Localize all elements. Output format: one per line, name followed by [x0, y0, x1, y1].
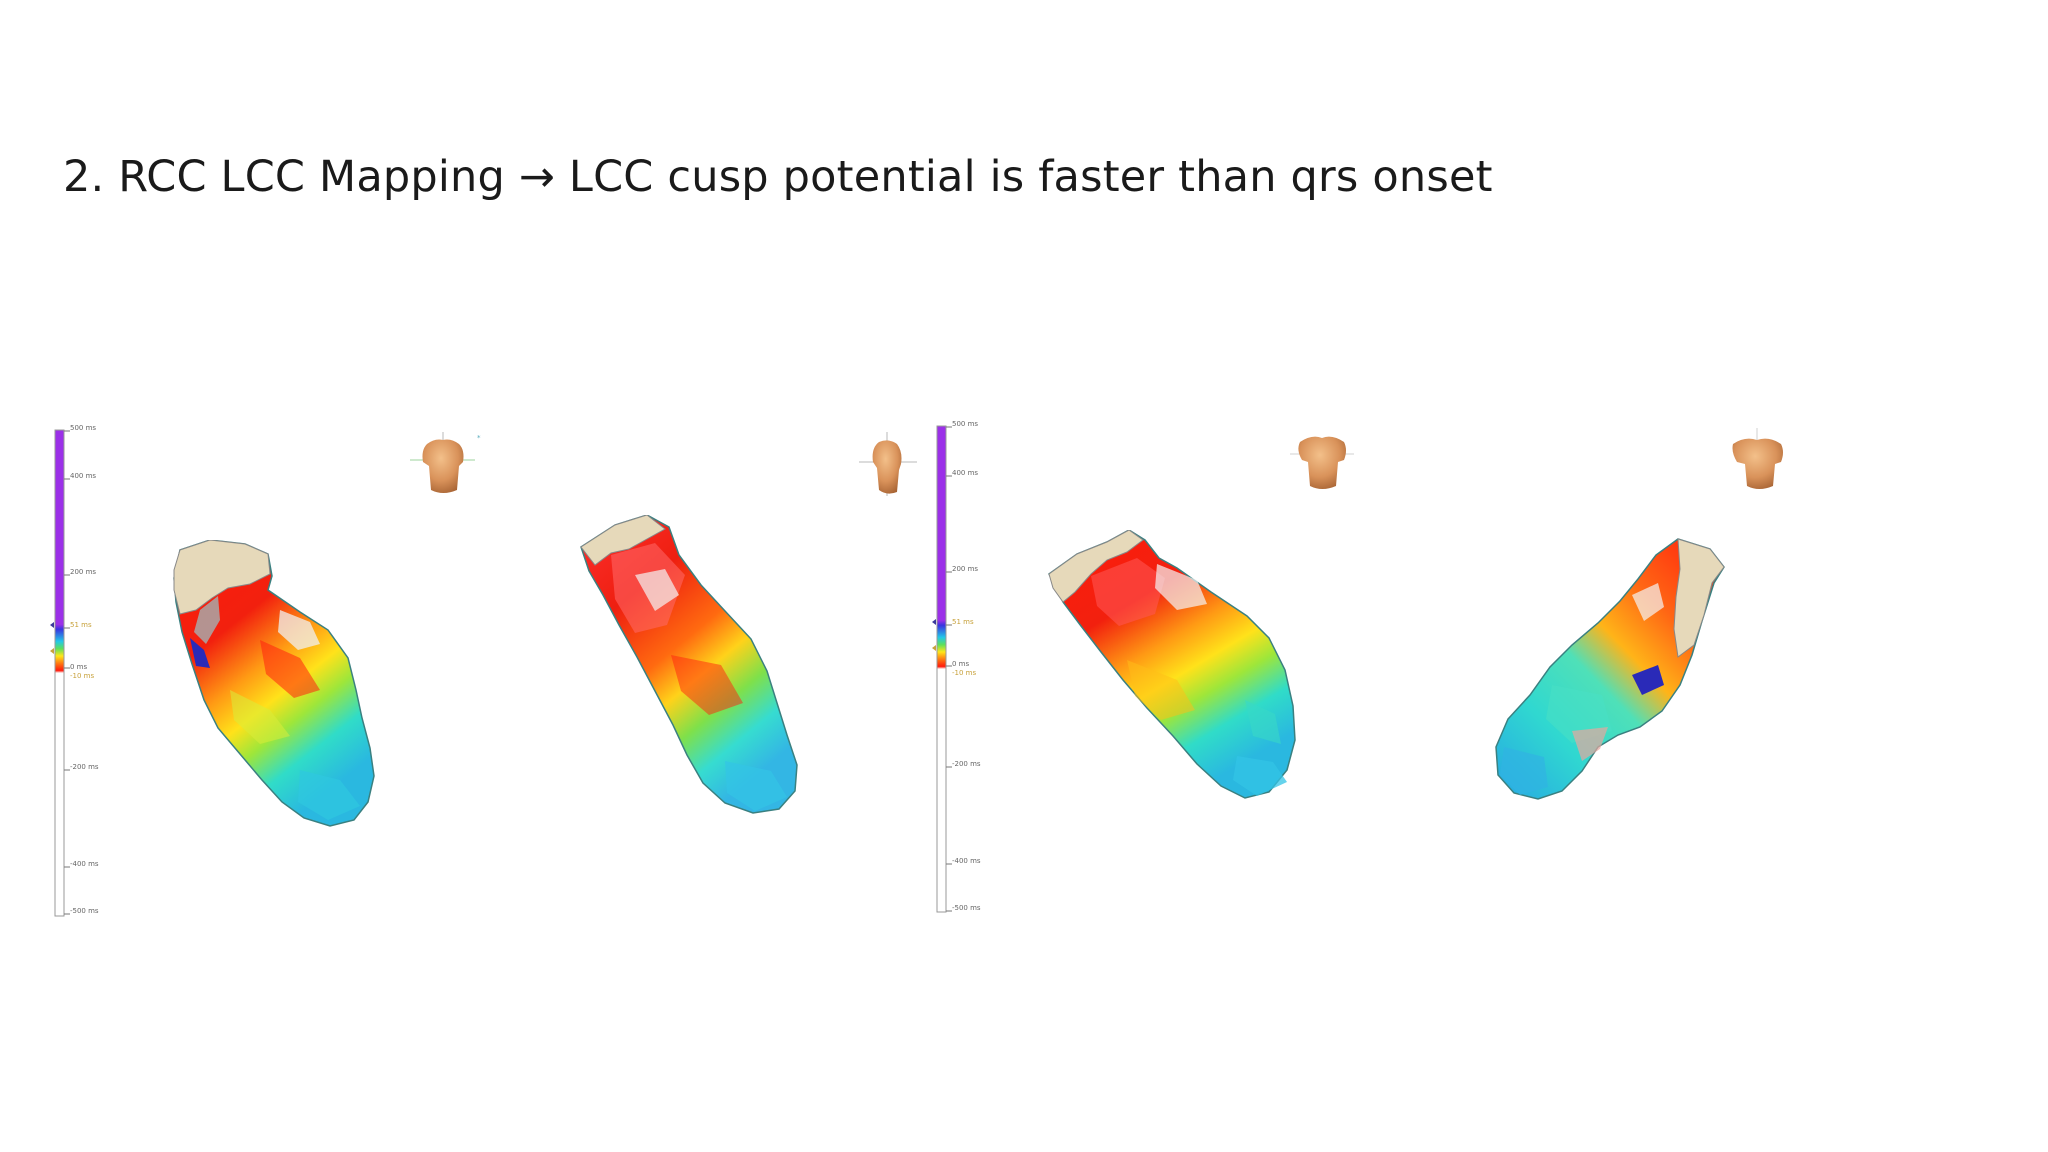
activation-map-panel-right: 500 ms 400 ms 200 ms 51 ms 0 ms -10 ms -…	[922, 420, 1932, 920]
activation-time-scale: 500 ms 400 ms 200 ms 51 ms 0 ms -10 ms -…	[40, 420, 160, 920]
scale-label: -200 ms	[70, 763, 99, 771]
slide-title: 2. RCC LCC Mapping → LCC cusp potential …	[63, 152, 1493, 202]
scale-label: -500 ms	[952, 904, 981, 912]
scale-label: 400 ms	[952, 469, 979, 477]
cardiac-activation-map	[1495, 538, 1725, 800]
scale-label: -500 ms	[70, 907, 99, 915]
orientation-torso-icon: *	[410, 432, 481, 493]
scale-label: 0 ms	[70, 663, 88, 671]
scale-label: -10 ms	[952, 669, 977, 677]
scale-label: 51 ms	[70, 621, 92, 629]
scale-label: 0 ms	[952, 660, 970, 668]
cardiac-activation-map	[173, 540, 375, 827]
orientation-torso-icon	[859, 432, 917, 496]
svg-text:*: *	[477, 434, 481, 442]
activation-time-scale: 500 ms 400 ms 200 ms 51 ms 0 ms -10 ms -…	[922, 420, 1042, 920]
scale-label: 200 ms	[70, 568, 97, 576]
scale-label: 500 ms	[952, 420, 979, 428]
orientation-torso-icon	[1732, 428, 1783, 489]
scale-label: -200 ms	[952, 760, 981, 768]
scale-label: 500 ms	[70, 424, 97, 432]
cardiac-activation-map	[580, 515, 798, 814]
scale-label: 51 ms	[952, 618, 974, 626]
scale-label: -400 ms	[70, 860, 99, 868]
scale-label: -10 ms	[70, 672, 95, 680]
scale-label: 200 ms	[952, 565, 979, 573]
orientation-torso-icon	[1290, 436, 1354, 489]
activation-map-panel-left: 500 ms 400 ms 200 ms 51 ms 0 ms -10 ms -…	[40, 420, 920, 920]
cardiac-activation-map	[1048, 530, 1296, 799]
scale-label: 400 ms	[70, 472, 97, 480]
scale-label: -400 ms	[952, 857, 981, 865]
